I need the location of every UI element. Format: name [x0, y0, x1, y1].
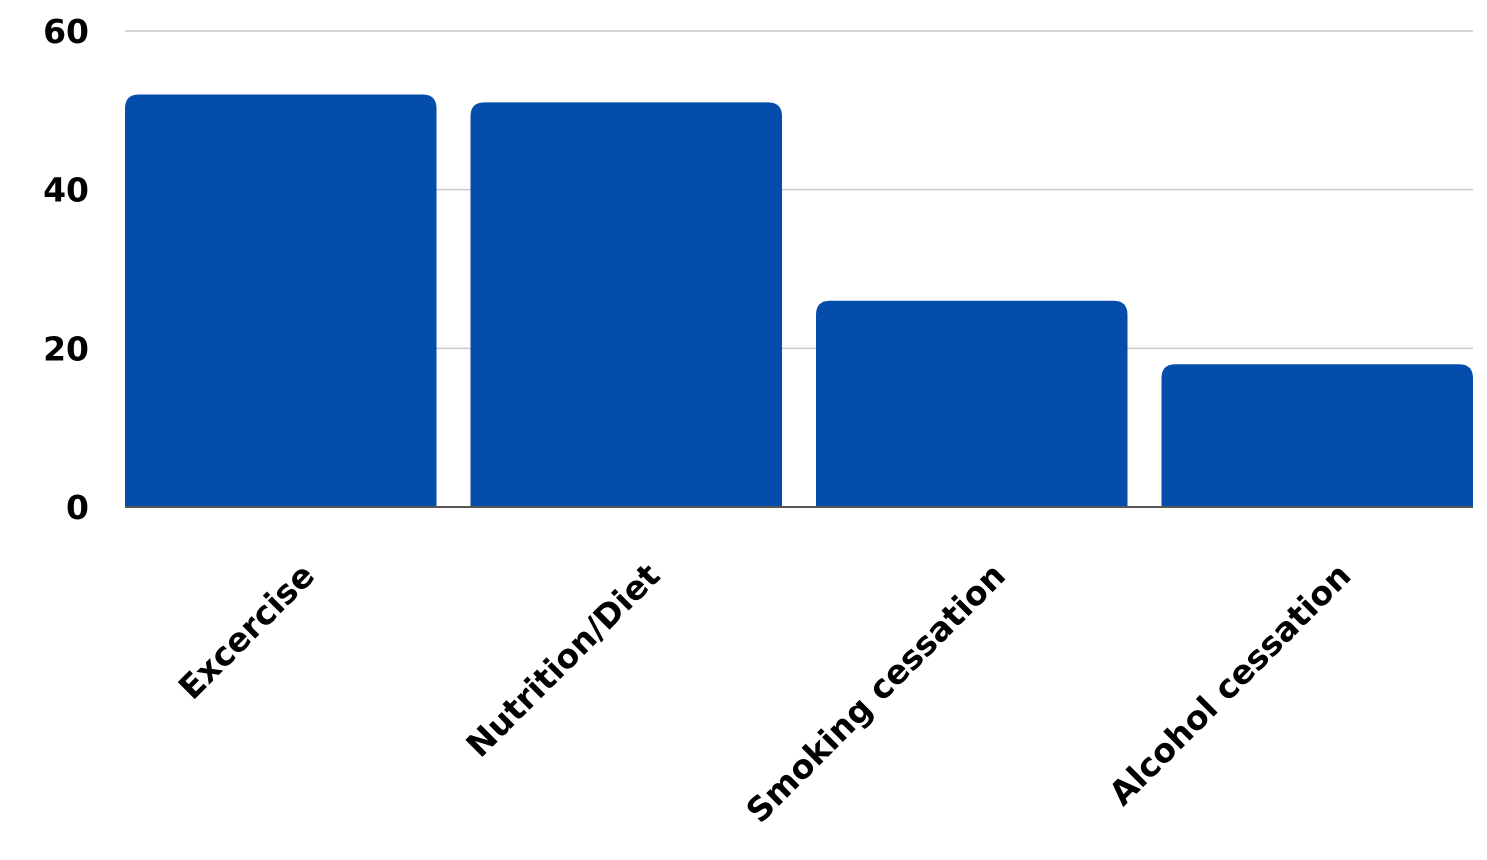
y-tick-label: 0: [66, 488, 89, 527]
y-tick-label: 40: [43, 171, 89, 210]
x-axis-ticks: Excercise Nutrition/Diet Smoking cessation…: [171, 555, 1359, 830]
bar-nutrition-diet: [470, 102, 782, 508]
y-tick-label: 20: [43, 329, 89, 368]
x-tick-label: Alcohol cessation: [1101, 556, 1358, 813]
x-tick-label: Nutrition/Diet: [458, 555, 667, 764]
y-tick-label: 60: [43, 12, 89, 51]
y-axis-ticks: 0 20 40 60: [43, 12, 89, 527]
bar-alcohol-cessation: [1161, 364, 1473, 507]
x-tick-label: Excercise: [171, 556, 322, 707]
bars: [125, 94, 1473, 508]
x-tick-label: Smoking cessation: [738, 556, 1013, 831]
bar-excercise: [125, 94, 437, 507]
bar-smoking-cessation: [816, 300, 1128, 507]
